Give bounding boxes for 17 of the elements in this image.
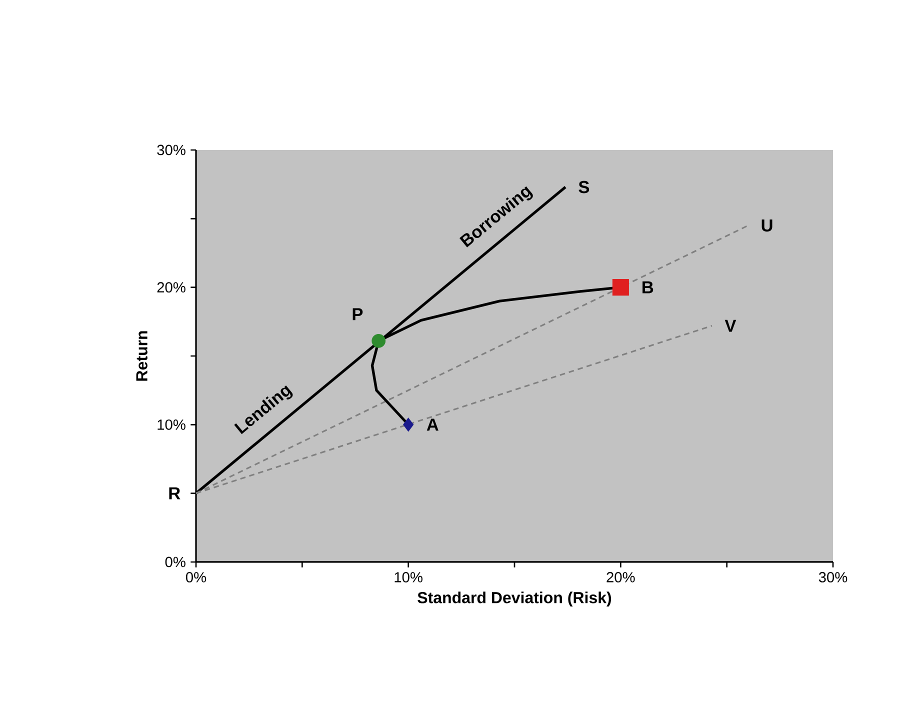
annotation: V xyxy=(724,320,736,332)
y-axis-title: Return xyxy=(136,331,148,381)
annotation: S xyxy=(578,180,590,194)
y-tick-label: 10% xyxy=(158,419,186,430)
annotation: R xyxy=(169,487,180,500)
y-tick-label: 20% xyxy=(157,282,186,293)
y-tick-label: 30% xyxy=(157,144,186,156)
x-tick-label: 10% xyxy=(394,572,422,582)
x-tick-label: 0% xyxy=(186,572,206,582)
x-tick-label: 30% xyxy=(818,572,848,582)
annotation: B xyxy=(642,281,654,294)
annotation: A xyxy=(426,418,438,431)
annotation: P xyxy=(352,308,363,320)
x-tick-label: 20% xyxy=(606,572,635,582)
x-axis-title: Standard Deviation (Risk) xyxy=(418,592,612,606)
annotation: U xyxy=(762,219,772,232)
y-tick-label: 0% xyxy=(165,556,186,568)
